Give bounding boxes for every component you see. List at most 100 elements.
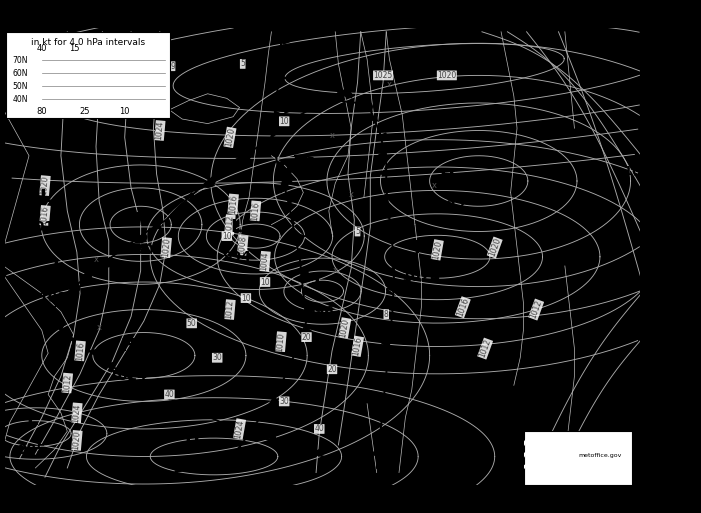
Polygon shape: [378, 378, 386, 383]
Text: 1016: 1016: [351, 336, 364, 357]
Text: 20: 20: [327, 365, 337, 374]
Text: x: x: [333, 266, 338, 275]
Polygon shape: [271, 144, 280, 150]
Polygon shape: [384, 231, 393, 236]
Text: 1016: 1016: [40, 205, 50, 225]
Polygon shape: [55, 325, 64, 330]
Text: 10: 10: [119, 107, 130, 115]
Polygon shape: [277, 162, 285, 168]
Text: H: H: [440, 167, 454, 185]
Text: 1020: 1020: [224, 127, 236, 148]
Polygon shape: [304, 327, 312, 333]
Polygon shape: [67, 284, 80, 293]
Text: L: L: [231, 218, 242, 236]
Polygon shape: [259, 413, 268, 419]
Text: 1024: 1024: [154, 121, 165, 141]
Text: 1030: 1030: [115, 243, 154, 257]
Polygon shape: [248, 430, 257, 436]
Polygon shape: [289, 363, 298, 368]
Text: 40: 40: [36, 44, 47, 53]
Polygon shape: [280, 56, 289, 63]
Text: 1020: 1020: [161, 238, 172, 258]
Text: 50N: 50N: [12, 82, 28, 91]
Text: L: L: [27, 411, 38, 429]
Text: 1016: 1016: [250, 201, 261, 221]
Text: 40: 40: [165, 390, 175, 399]
Polygon shape: [153, 223, 161, 229]
Polygon shape: [236, 446, 245, 451]
Text: x: x: [93, 254, 99, 264]
Text: in kt for 4.0 hPa intervals: in kt for 4.0 hPa intervals: [31, 38, 145, 47]
Text: 1020: 1020: [339, 318, 351, 338]
Polygon shape: [379, 133, 386, 139]
Polygon shape: [358, 101, 372, 109]
Polygon shape: [299, 252, 307, 258]
Polygon shape: [379, 170, 386, 176]
Polygon shape: [379, 151, 386, 157]
Polygon shape: [270, 124, 283, 133]
Polygon shape: [280, 180, 288, 189]
Text: H: H: [184, 429, 199, 447]
Polygon shape: [383, 322, 391, 328]
Text: 1024: 1024: [402, 270, 441, 284]
Text: 1020: 1020: [40, 175, 50, 195]
Text: 15: 15: [69, 44, 80, 53]
Text: 30: 30: [279, 397, 289, 406]
Text: 1020: 1020: [72, 430, 82, 450]
Polygon shape: [224, 422, 231, 428]
Text: 1012: 1012: [529, 299, 544, 320]
Text: 995: 995: [18, 443, 47, 457]
Polygon shape: [118, 247, 127, 253]
Text: 70N: 70N: [12, 56, 28, 65]
Polygon shape: [246, 429, 254, 435]
Polygon shape: [301, 270, 308, 277]
Text: 10: 10: [241, 293, 251, 303]
Polygon shape: [133, 233, 147, 243]
Text: 1028: 1028: [172, 461, 211, 475]
Polygon shape: [294, 155, 308, 160]
Polygon shape: [268, 436, 275, 442]
Text: 1015: 1015: [25, 220, 64, 234]
Polygon shape: [237, 152, 250, 161]
Text: 20: 20: [301, 332, 311, 342]
Text: x: x: [329, 131, 334, 140]
Text: 1016: 1016: [228, 194, 238, 214]
Polygon shape: [89, 349, 97, 356]
Text: x: x: [387, 80, 392, 89]
Polygon shape: [313, 449, 320, 456]
Polygon shape: [285, 164, 294, 173]
Text: 25: 25: [79, 107, 90, 115]
Text: 996: 996: [305, 305, 334, 319]
Polygon shape: [374, 414, 383, 420]
Text: 1016: 1016: [75, 341, 86, 361]
Polygon shape: [308, 92, 324, 98]
Text: 40: 40: [314, 424, 324, 433]
Text: 50: 50: [186, 319, 196, 328]
Text: 10: 10: [280, 117, 289, 126]
Text: 1032: 1032: [428, 199, 466, 213]
Text: x: x: [432, 181, 437, 190]
Polygon shape: [303, 289, 311, 294]
Text: 1024: 1024: [109, 369, 147, 383]
Polygon shape: [100, 258, 112, 267]
Polygon shape: [259, 142, 268, 148]
Polygon shape: [104, 363, 113, 369]
Text: 1020: 1020: [437, 71, 456, 80]
Text: 1020: 1020: [431, 240, 444, 260]
Polygon shape: [380, 194, 388, 200]
Text: 10: 10: [222, 231, 231, 241]
Text: 30: 30: [212, 353, 222, 362]
Text: 1012: 1012: [62, 373, 73, 393]
Polygon shape: [290, 443, 298, 449]
Text: L: L: [52, 259, 63, 277]
Polygon shape: [221, 165, 229, 171]
Text: 1016: 1016: [455, 297, 470, 318]
Polygon shape: [283, 381, 291, 386]
Text: 5: 5: [240, 60, 245, 68]
Polygon shape: [170, 206, 183, 216]
Text: metoffice.gov: metoffice.gov: [578, 452, 622, 458]
Polygon shape: [291, 215, 299, 222]
Polygon shape: [380, 359, 388, 365]
Text: 1024: 1024: [233, 419, 245, 439]
Text: 80: 80: [36, 107, 47, 115]
